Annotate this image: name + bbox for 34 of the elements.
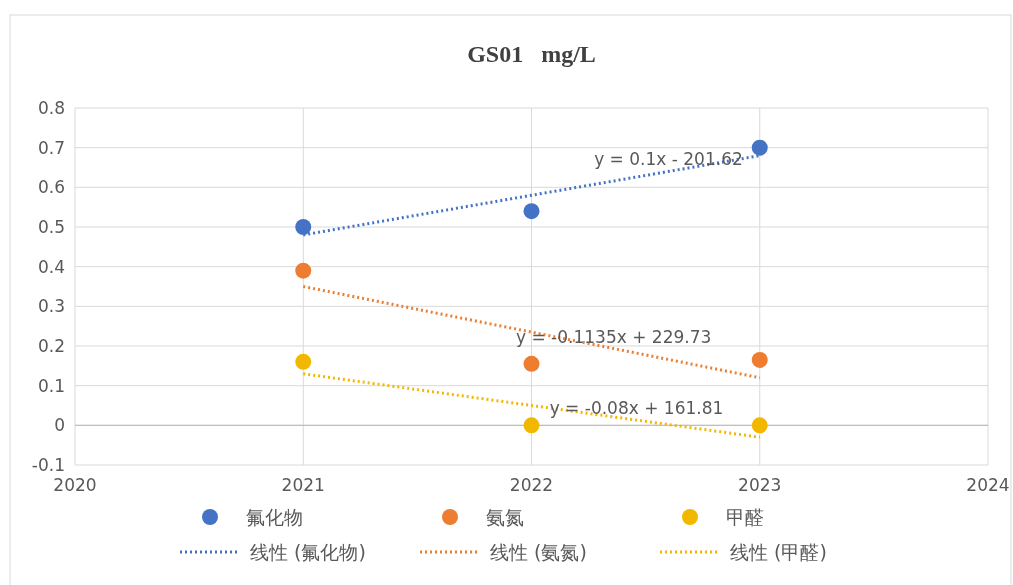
point: [751, 417, 768, 434]
annotation: y = -0.08x + 161.81: [549, 398, 724, 419]
x-tick-label: 2020: [53, 475, 97, 495]
point: [523, 203, 540, 220]
y-tick-label: 0.4: [37, 256, 65, 277]
y-tick-label: 0.6: [37, 177, 65, 198]
point: [295, 262, 312, 279]
legend-label: 甲醛: [726, 506, 764, 528]
annotation: y = -0.1135x + 229.73: [516, 326, 712, 347]
y-tick-label: 0.2: [37, 336, 65, 356]
y-tick-label: 0.7: [37, 137, 65, 158]
legend-label: 线性 (氟化物): [250, 541, 366, 563]
point: [523, 417, 540, 434]
annotation: y = 0.1x - 201.62: [594, 149, 743, 170]
legend-label: 氟化物: [246, 506, 303, 528]
point: [523, 355, 540, 372]
point: [751, 351, 768, 368]
point: [295, 219, 312, 235]
x-tick-label: 2024: [966, 475, 1010, 495]
y-tick-label: -0.1: [31, 455, 65, 475]
point: [751, 139, 768, 156]
legend-label: 线性 (氨氮): [490, 541, 587, 563]
point: [295, 353, 312, 370]
x-tick-label: 2021: [281, 475, 325, 495]
legend-label: 氨氮: [486, 506, 524, 528]
y-tick-label: 0.1: [37, 375, 65, 396]
y-tick-label: 0.5: [37, 217, 65, 237]
x-tick-label: 2022: [509, 475, 554, 495]
chart-title: GS01 mg/L: [467, 41, 596, 67]
legend-label: 线性 (甲醛): [730, 541, 827, 563]
y-tick-label: 0.8: [37, 98, 65, 118]
y-tick-label: 0: [54, 415, 65, 436]
x-tick-label: 2023: [738, 475, 782, 495]
y-tick-label: 0.3: [37, 296, 65, 317]
